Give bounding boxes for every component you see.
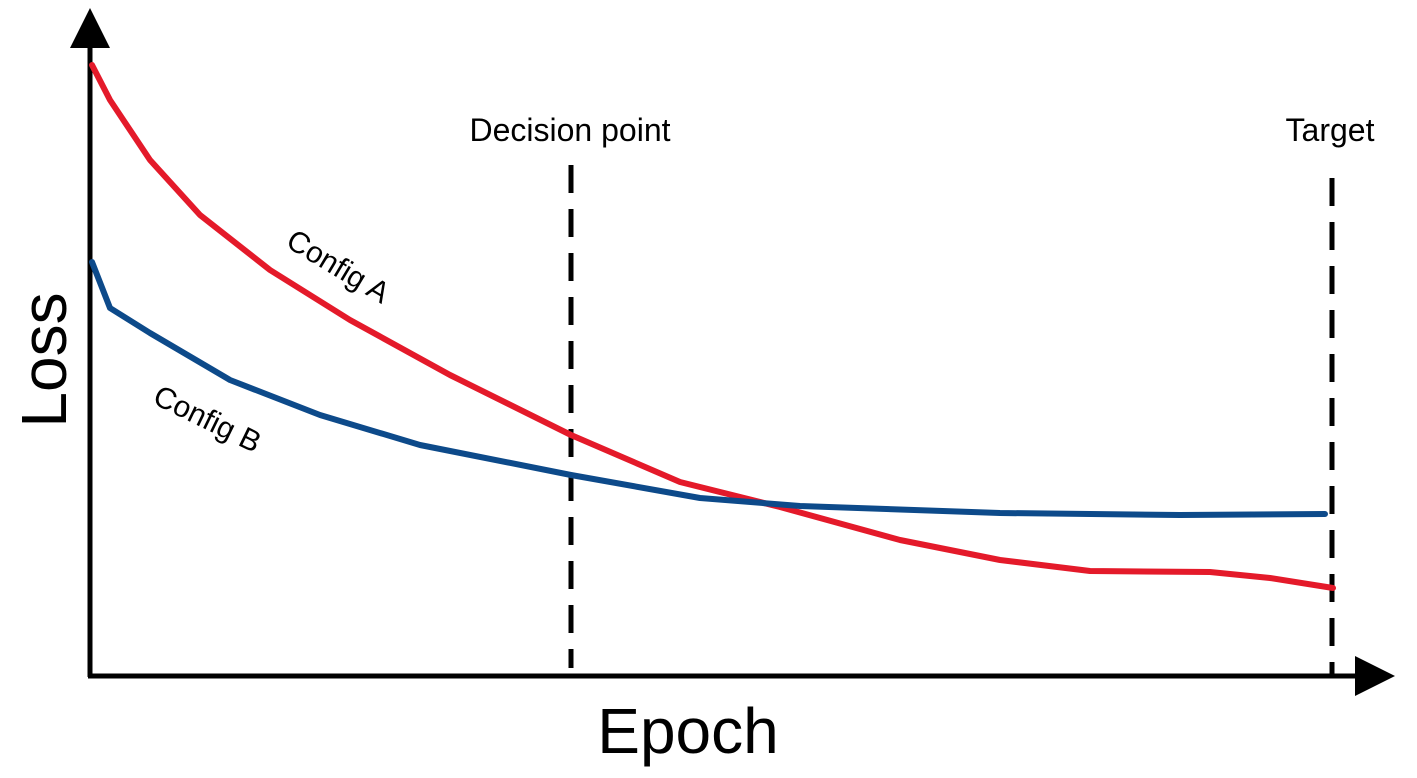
curve-config-b [89,259,1328,518]
marker-label: Target [1286,112,1375,148]
y-axis-label: Loss [8,292,80,427]
x-axis-label: Epoch [597,695,778,767]
curve-config-a [89,62,1336,591]
curve-label: Config A [281,224,395,311]
marker-label: Decision point [470,112,671,148]
curve-label: Config B [148,379,266,459]
